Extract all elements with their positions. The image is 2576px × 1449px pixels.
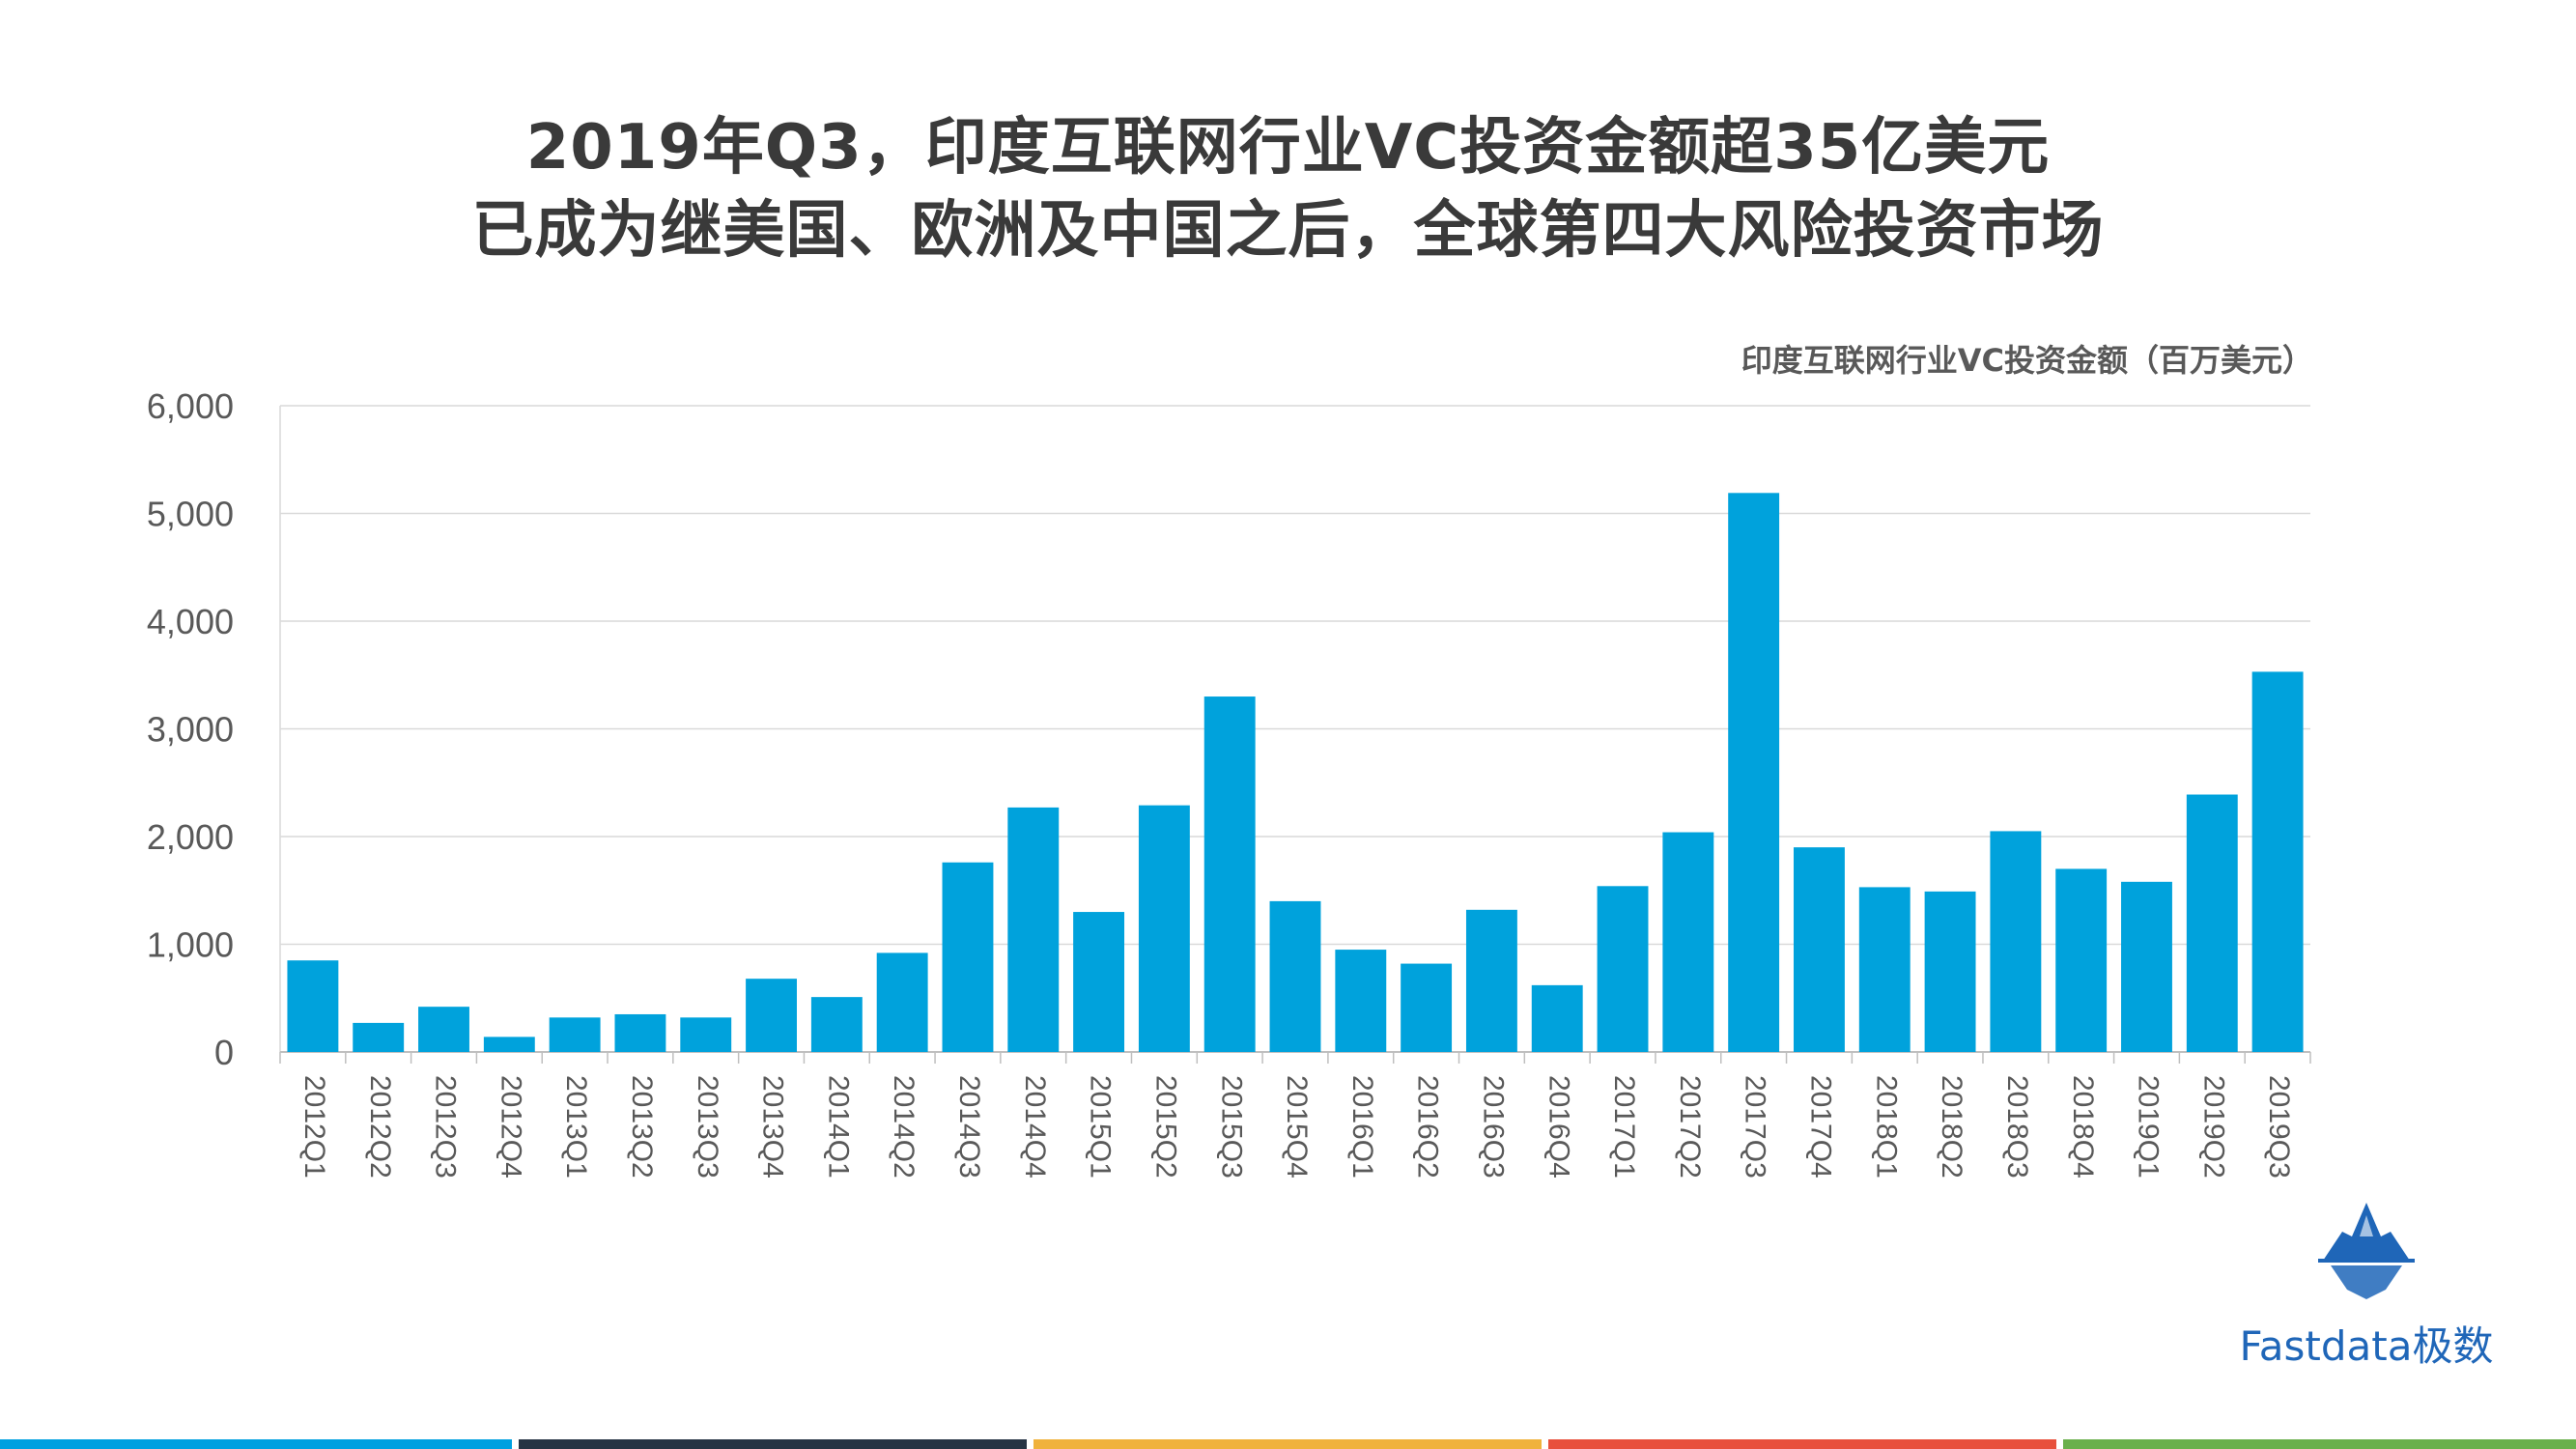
bar [1007, 807, 1060, 1052]
bar [1662, 832, 1714, 1052]
y-tick-label: 4,000 [147, 602, 234, 641]
bar [2186, 794, 2238, 1052]
x-tick-label: 2018Q1 [1870, 1075, 1902, 1179]
bar [1401, 963, 1453, 1052]
x-tick-label: 2019Q1 [2133, 1075, 2165, 1179]
bar [2055, 868, 2108, 1052]
brand-logo: Fastdata极数 [2222, 1198, 2511, 1373]
x-tick-label: 2012Q2 [364, 1075, 396, 1179]
bar-chart: 0 1,000 2,000 3,000 4,000 5,000 6,000 2012Q1 201… [147, 386, 2311, 1179]
x-tick-label: 2016Q4 [1543, 1075, 1574, 1179]
bar [2121, 881, 2172, 1052]
footer-color-bar-2 [519, 1439, 1027, 1449]
page-subtitle: 已成为继美国、欧洲及中国之后，全球第四大风险投资市场 [471, 195, 2105, 267]
x-tick-label: 2014Q3 [953, 1075, 985, 1179]
x-tick-label: 2015Q2 [1149, 1075, 1181, 1179]
x-tick-label: 2012Q4 [495, 1075, 526, 1179]
y-tick-label: 5,000 [147, 495, 234, 534]
bar [1335, 950, 1387, 1052]
bar [614, 1013, 666, 1052]
footer-color-bar-4 [1548, 1439, 2056, 1449]
bar [1465, 909, 1517, 1052]
x-tick-label: 2013Q3 [692, 1075, 723, 1179]
x-tick-label: 2017Q1 [1608, 1075, 1640, 1179]
x-tick-label: 2013Q1 [560, 1075, 592, 1179]
bar [1597, 886, 1649, 1052]
x-tick-label: 2019Q3 [2263, 1075, 2295, 1179]
bar [746, 979, 797, 1052]
footer-color-bar-3 [1033, 1439, 1542, 1449]
x-tick-label: 2012Q1 [298, 1075, 330, 1179]
brand-name: Fastdata极数 [2239, 1322, 2494, 1370]
bar [1138, 805, 1190, 1052]
y-tick-label: 1,000 [147, 925, 234, 965]
y-tick-label: 2,000 [147, 817, 234, 857]
x-tick-label: 2016Q2 [1412, 1075, 1444, 1179]
x-tick-label: 2016Q1 [1346, 1075, 1378, 1179]
x-tick-label: 2018Q3 [2001, 1075, 2033, 1179]
y-tick-label: 6,000 [147, 386, 234, 426]
bar [418, 1007, 469, 1052]
x-tick-label: 2017Q4 [1805, 1075, 1837, 1179]
bar [353, 1022, 405, 1052]
bar [1858, 887, 1911, 1052]
bar [1924, 891, 1976, 1052]
x-tick-label: 2013Q2 [626, 1075, 658, 1179]
x-tick-label: 2014Q2 [888, 1075, 920, 1179]
bar [810, 997, 863, 1052]
x-tick-label: 2012Q3 [430, 1075, 462, 1179]
bar [1073, 912, 1125, 1052]
x-tick-label: 2018Q4 [2067, 1075, 2099, 1179]
x-tick-label: 2019Q2 [2197, 1075, 2229, 1179]
footer-color-bar-5 [2063, 1439, 2576, 1449]
page-title: 2019年Q3，印度互联网行业VC投资金额超35亿美元 [525, 112, 2051, 184]
bar [1794, 847, 1845, 1052]
x-tick-label: 2015Q4 [1281, 1075, 1313, 1179]
title-block: 2019年Q3，印度互联网行业VC投资金额超35亿美元 已成为继美国、欧洲及中国… [0, 106, 2576, 272]
x-tick-label: 2015Q3 [1215, 1075, 1247, 1179]
x-tick-label: 2015Q1 [1085, 1075, 1117, 1179]
bar [1531, 984, 1583, 1052]
x-tick-label: 2014Q1 [822, 1075, 854, 1179]
x-tick-label: 2014Q4 [1019, 1075, 1051, 1179]
bar [1728, 493, 1780, 1052]
x-tick-label: 2013Q4 [757, 1075, 789, 1179]
footer-color-bar-1 [0, 1439, 512, 1449]
iceberg-logo-icon [2318, 1203, 2415, 1299]
x-tick-label: 2018Q2 [1936, 1075, 1967, 1179]
bar [1269, 900, 1321, 1052]
bar [876, 952, 928, 1052]
bar [680, 1017, 732, 1052]
x-tick-label: 2016Q3 [1477, 1075, 1509, 1179]
bar [1990, 831, 2042, 1052]
bar [942, 862, 994, 1052]
series-label: 印度互联网行业VC投资金额（百万美元） [1741, 342, 2313, 379]
x-tick-label: 2017Q2 [1674, 1075, 1706, 1179]
x-tick-label: 2017Q3 [1740, 1075, 1771, 1179]
bar [1203, 696, 1256, 1052]
bar [287, 960, 339, 1052]
bar [2251, 671, 2304, 1052]
bar [549, 1017, 601, 1052]
y-tick-label: 3,000 [147, 710, 234, 750]
bar [483, 1037, 535, 1052]
y-tick-label: 0 [214, 1033, 234, 1072]
